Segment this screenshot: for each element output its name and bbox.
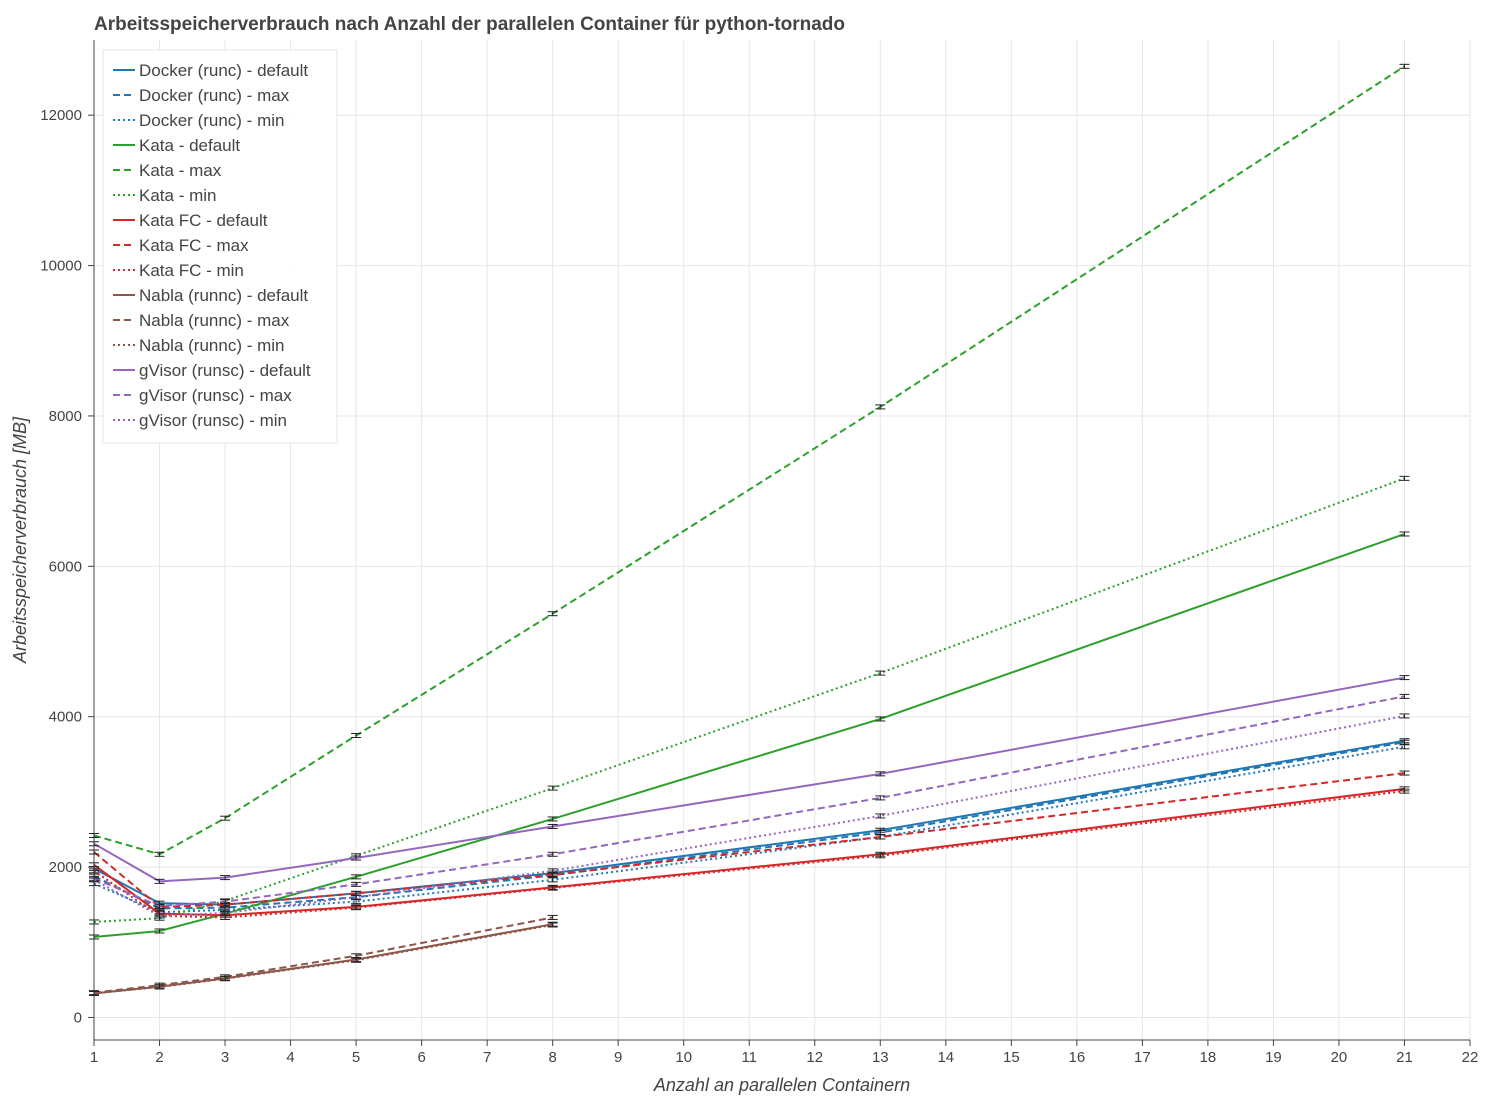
legend-label: Kata FC - max [139,236,249,255]
y-axis-label: Arbeitsspeicherverbrauch [MB] [10,416,30,664]
y-tick-label: 4000 [49,709,82,726]
series-line [93,916,553,994]
legend-label: Kata FC - default [139,211,268,230]
legend-box [102,49,338,444]
x-tick-label: 1 [90,1049,98,1066]
x-tick-label: 5 [352,1049,360,1066]
plot-area: 1 2 3 4 5 6 7 8 9 10 11 12 13 14 15 16 17 18 19 20 21 2202000… [40,40,1478,1066]
legend-label: Docker (runc) - default [139,61,308,80]
legend-label: gVisor (runsc) - max [139,386,292,405]
legend-label: Nabla (runnc) - max [139,311,290,330]
y-tick-label: 8000 [49,408,82,425]
x-axis-label: Anzahl an parallelen Containern [653,1075,910,1095]
legend-label: Nabla (runnc) - min [139,336,285,355]
x-tick-label: 6 [417,1049,425,1066]
y-tick-label: 6000 [49,558,82,575]
x-tick-label: 4 [286,1049,294,1066]
x-tick-label: 3 [221,1049,229,1066]
x-tick-label: 21 [1396,1049,1413,1066]
x-tick-label: 12 [806,1049,823,1066]
x-tick-label: 15 [1003,1049,1020,1066]
x-tick-label: 18 [1200,1049,1217,1066]
legend-label: Kata - min [139,186,216,205]
y-tick-label: 2000 [49,859,82,876]
legend-label: gVisor (runsc) - min [139,411,287,430]
x-tick-label: 20 [1331,1049,1348,1066]
chart-title: Arbeitsspeicherverbrauch nach Anzahl der… [94,14,845,35]
legend-label: Docker (runc) - max [139,86,290,105]
x-tick-label: 14 [937,1049,954,1066]
x-tick-label: 10 [675,1049,692,1066]
y-tick-label: 12000 [40,107,82,124]
x-tick-label: 2 [155,1049,163,1066]
x-tick-label: 16 [1069,1049,1086,1066]
x-tick-label: 13 [872,1049,889,1066]
x-tick-label: 9 [614,1049,622,1066]
legend-label: Kata - default [139,136,240,155]
legend-label: Nabla (runnc) - default [139,286,308,305]
legend-label: gVisor (runsc) - default [139,361,311,380]
legend-label: Docker (runc) - min [139,111,284,130]
legend: Docker (runc) - default Docker (runc) - m… [102,49,338,444]
legend-label: Kata FC - min [139,261,244,280]
x-tick-label: 7 [483,1049,491,1066]
x-tick-label: 11 [741,1049,757,1066]
y-tick-label: 0 [74,1009,82,1026]
y-tick-label: 10000 [40,258,82,275]
x-tick-label: 17 [1134,1049,1151,1066]
x-tick-label: 22 [1462,1049,1479,1066]
x-tick-label: 8 [548,1049,556,1066]
x-tick-label: 19 [1265,1049,1282,1066]
legend-label: Kata - max [139,161,222,180]
